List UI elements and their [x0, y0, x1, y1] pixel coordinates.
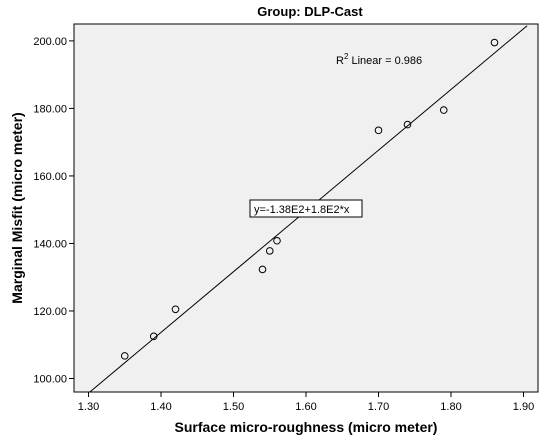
x-axis-ticks: 1.30 1.40 1.50 1.60 1.70 1.80 1.90: [78, 392, 534, 413]
annotations: y=-1.38E2+1.8E2*x R2 Linear = 0.986: [249, 52, 422, 218]
x-tick-label: 1.60: [295, 401, 316, 413]
x-tick-label: 1.50: [223, 401, 244, 413]
chart-title: Group: DLP-Cast: [257, 4, 363, 19]
data-point: [120, 352, 129, 360]
y-tick-label: 140.00: [33, 238, 67, 250]
data-points: [120, 38, 499, 360]
y-tick-label: 100.00: [33, 373, 67, 385]
x-tick-label: 1.40: [150, 401, 171, 413]
r-squared-label: R2 Linear = 0.986: [336, 52, 422, 67]
data-point: [149, 332, 158, 341]
y-tick-label: 120.00: [33, 306, 67, 318]
data-point: [403, 120, 412, 129]
equation-box: [249, 199, 363, 218]
data-point: [265, 247, 274, 255]
data-point: [439, 106, 448, 114]
x-tick-label: 1.80: [440, 401, 461, 413]
y-tick-label: 200.00: [33, 36, 67, 48]
y-axis-label: Marginal Misfit (micro meter): [9, 112, 25, 303]
x-tick-label: 1.90: [513, 401, 534, 413]
y-tick-label: 180.00: [33, 103, 67, 115]
data-point: [273, 236, 281, 245]
data-point: [258, 265, 267, 274]
r-squared-superscript: 2: [344, 52, 349, 61]
x-axis-label: Surface micro-roughness (micro meter): [175, 419, 438, 435]
x-tick-label: 1.30: [78, 401, 99, 413]
r-squared-prefix: R: [336, 55, 344, 67]
r-squared-suffix: Linear = 0.986: [348, 55, 422, 67]
equation-label: y=-1.38E2+1.8E2*x: [254, 204, 350, 216]
data-point: [171, 305, 180, 314]
data-point: [374, 126, 383, 135]
y-axis-ticks: 100.00 120.00 140.00 160.00 180.00 200.00: [33, 36, 74, 385]
x-tick-label: 1.70: [368, 401, 389, 413]
y-tick-label: 160.00: [33, 171, 67, 183]
data-point: [490, 38, 499, 47]
